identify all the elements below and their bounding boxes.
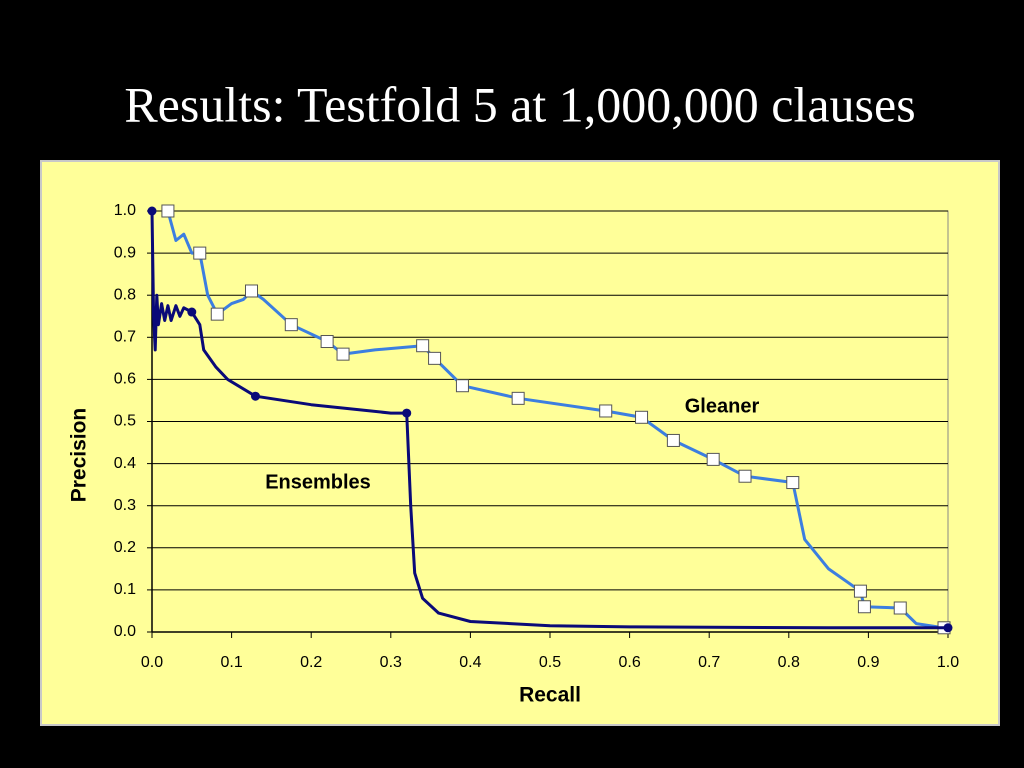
marker bbox=[853, 584, 867, 598]
series-line bbox=[150, 210, 948, 630]
marker bbox=[738, 469, 752, 483]
marker bbox=[666, 433, 680, 447]
marker bbox=[161, 204, 175, 218]
y-tick-label: 0.1 bbox=[114, 581, 136, 598]
series-label: Ensembles bbox=[265, 471, 371, 493]
marker bbox=[635, 410, 649, 424]
marker bbox=[250, 391, 260, 401]
x-tick-label: 0.2 bbox=[300, 654, 322, 671]
y-tick-label: 1.0 bbox=[114, 202, 136, 219]
x-tick-label: 0.7 bbox=[698, 654, 720, 671]
y-tick-label: 0.3 bbox=[114, 497, 136, 514]
marker bbox=[210, 307, 224, 321]
x-tick-label: 0.8 bbox=[778, 654, 800, 671]
x-tick-label: 0.0 bbox=[141, 654, 163, 671]
marker bbox=[943, 623, 953, 633]
marker bbox=[428, 351, 442, 365]
marker bbox=[511, 391, 525, 405]
marker bbox=[416, 339, 430, 353]
x-tick-label: 0.9 bbox=[857, 654, 879, 671]
marker bbox=[706, 452, 720, 466]
marker bbox=[857, 600, 871, 614]
y-tick-label: 0.9 bbox=[114, 244, 136, 261]
y-tick-label: 0.7 bbox=[114, 329, 136, 346]
marker bbox=[455, 379, 469, 393]
x-tick-label: 0.4 bbox=[459, 654, 481, 671]
x-tick-label: 0.1 bbox=[220, 654, 242, 671]
y-tick-label: 0.0 bbox=[114, 623, 136, 640]
x-tick-label: 0.5 bbox=[539, 654, 561, 671]
x-tick-label: 0.3 bbox=[380, 654, 402, 671]
marker bbox=[320, 335, 334, 349]
y-tick-label: 0.8 bbox=[114, 286, 136, 303]
series-label: Gleaner bbox=[685, 395, 760, 417]
marker bbox=[193, 246, 207, 260]
slide-title: Results: Testfold 5 at 1,000,000 clauses bbox=[124, 76, 915, 132]
y-tick-label: 0.6 bbox=[114, 371, 136, 388]
y-tick-label: 0.5 bbox=[114, 413, 136, 430]
marker bbox=[402, 408, 412, 418]
y-tick-label: 0.4 bbox=[114, 455, 136, 472]
x-tick-label: 0.6 bbox=[618, 654, 640, 671]
x-axis-title: Recall bbox=[519, 684, 581, 707]
x-tick-label: 1.0 bbox=[937, 654, 959, 671]
y-tick-label: 0.2 bbox=[114, 539, 136, 556]
y-axis-title: Precision bbox=[68, 408, 91, 503]
marker bbox=[893, 601, 907, 615]
marker bbox=[786, 476, 800, 490]
marker bbox=[245, 284, 258, 298]
chart-panel bbox=[40, 160, 1000, 726]
marker bbox=[187, 307, 197, 317]
marker bbox=[147, 206, 157, 216]
marker bbox=[336, 347, 350, 361]
marker bbox=[599, 404, 613, 418]
marker bbox=[284, 318, 298, 332]
